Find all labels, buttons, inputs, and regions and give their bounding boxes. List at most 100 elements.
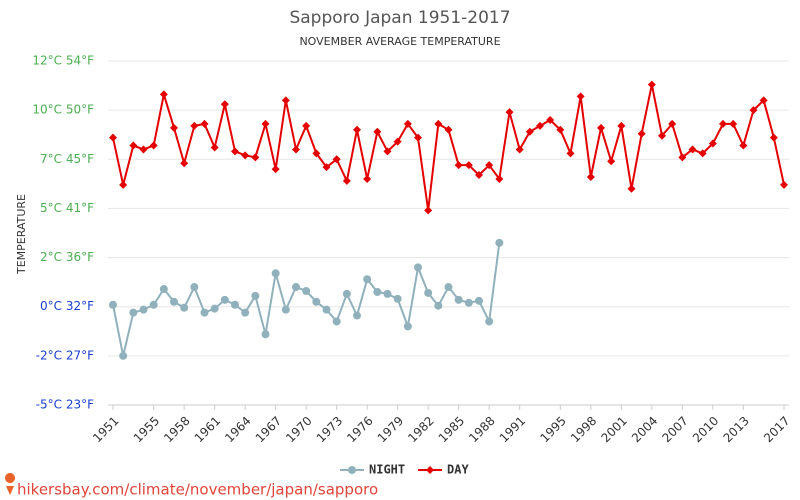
night-point — [149, 300, 158, 309]
night-point — [139, 305, 148, 314]
day-point — [444, 125, 453, 134]
day-point — [678, 153, 687, 162]
y-tick-label: 10°C 50°F — [32, 103, 94, 117]
day-point — [292, 145, 300, 154]
day-point — [546, 115, 555, 124]
night-point — [200, 308, 209, 317]
day-point — [210, 143, 219, 152]
night-point — [403, 322, 412, 331]
day-point — [475, 171, 483, 180]
night-point — [322, 305, 331, 314]
x-tick-label: 1973 — [314, 414, 345, 445]
day-point — [129, 141, 138, 150]
x-tick-label: 1985 — [436, 414, 467, 445]
legend-item[interactable]: DAY — [418, 463, 469, 477]
day-point — [698, 149, 707, 158]
x-tick-label: 2004 — [629, 414, 660, 445]
day-point — [271, 165, 280, 174]
day-point — [231, 147, 239, 156]
night-point — [393, 294, 402, 303]
legend-marker — [426, 466, 434, 474]
night-point — [485, 317, 494, 326]
day-point — [658, 131, 666, 140]
x-tick-label: 2001 — [598, 414, 629, 445]
day-point — [363, 174, 372, 183]
day-point — [769, 133, 778, 142]
x-tick-label: 1991 — [497, 414, 528, 445]
night-point — [475, 296, 483, 305]
night-point — [454, 295, 463, 304]
day-point — [525, 127, 534, 136]
day-point — [200, 119, 209, 128]
day-point — [495, 174, 504, 183]
x-tick-label: 2017 — [761, 414, 792, 445]
night-point — [373, 287, 382, 296]
day-point — [383, 147, 392, 156]
x-tick-label: 1951 — [90, 414, 121, 445]
chart-title: Sapporo Japan 1951-2017 — [289, 8, 510, 28]
day-point — [566, 149, 575, 158]
day-point — [586, 172, 595, 181]
night-point — [220, 295, 229, 304]
legend-label: NIGHT — [369, 463, 405, 477]
x-tick-label: 2010 — [690, 414, 721, 445]
day-point — [464, 161, 473, 170]
legend-item[interactable]: NIGHT — [340, 463, 405, 477]
x-tick-label: 1961 — [192, 414, 223, 445]
y-tick-label: 7°C 45°F — [40, 152, 94, 166]
day-point — [149, 141, 158, 150]
night-point — [251, 291, 260, 300]
day-point — [668, 119, 677, 128]
legend-marker — [348, 466, 356, 474]
night-point — [210, 304, 219, 313]
day-point — [688, 145, 697, 154]
day-point — [627, 184, 636, 193]
day-point — [119, 180, 128, 189]
legend-label: DAY — [447, 463, 469, 477]
x-tick-label: 2013 — [720, 414, 751, 445]
night-point — [495, 238, 504, 247]
night-point — [424, 288, 433, 297]
y-axis-title: TEMPERATURE — [15, 194, 28, 275]
x-tick-label: 2007 — [659, 414, 690, 445]
night-point — [292, 283, 300, 292]
pin-icon — [5, 472, 16, 495]
day-point — [220, 100, 229, 109]
footer-link[interactable]: hikersbay.com/climate/november/japan/sap… — [17, 481, 378, 499]
night-point — [383, 289, 392, 298]
x-tick-label: 1955 — [131, 414, 162, 445]
night-point — [353, 311, 361, 320]
y-tick-label: -2°C 27°F — [36, 348, 94, 362]
y-tick-label: 12°C 54°F — [32, 54, 94, 68]
day-point — [139, 145, 148, 154]
day-point — [434, 119, 443, 128]
night-point — [312, 297, 321, 306]
day-point — [251, 153, 260, 162]
night-point — [363, 275, 372, 284]
day-point — [241, 151, 250, 160]
night-point — [261, 330, 270, 339]
day-point — [597, 123, 605, 132]
y-tick-label: -5°C 23°F — [36, 398, 94, 412]
day-point — [556, 125, 565, 134]
night-point — [119, 351, 128, 360]
y-tick-label: 5°C 41°F — [40, 201, 94, 215]
day-point — [414, 133, 422, 142]
x-tick-label: 1967 — [253, 414, 284, 445]
chart-subtitle: NOVEMBER AVERAGE TEMPERATURE — [299, 35, 500, 48]
night-point — [302, 286, 311, 295]
x-tick-label: 1995 — [537, 414, 568, 445]
day-point — [515, 145, 524, 154]
day-point — [719, 119, 727, 128]
day-point — [617, 121, 626, 130]
day-point — [708, 139, 717, 148]
day-point — [759, 96, 768, 105]
day-point — [109, 133, 117, 142]
day-point — [180, 159, 189, 168]
day-point — [780, 180, 788, 189]
day-point — [576, 92, 585, 101]
x-tick-label: 1976 — [344, 414, 375, 445]
day-point — [729, 119, 738, 128]
x-tick-label: 1998 — [568, 414, 599, 445]
